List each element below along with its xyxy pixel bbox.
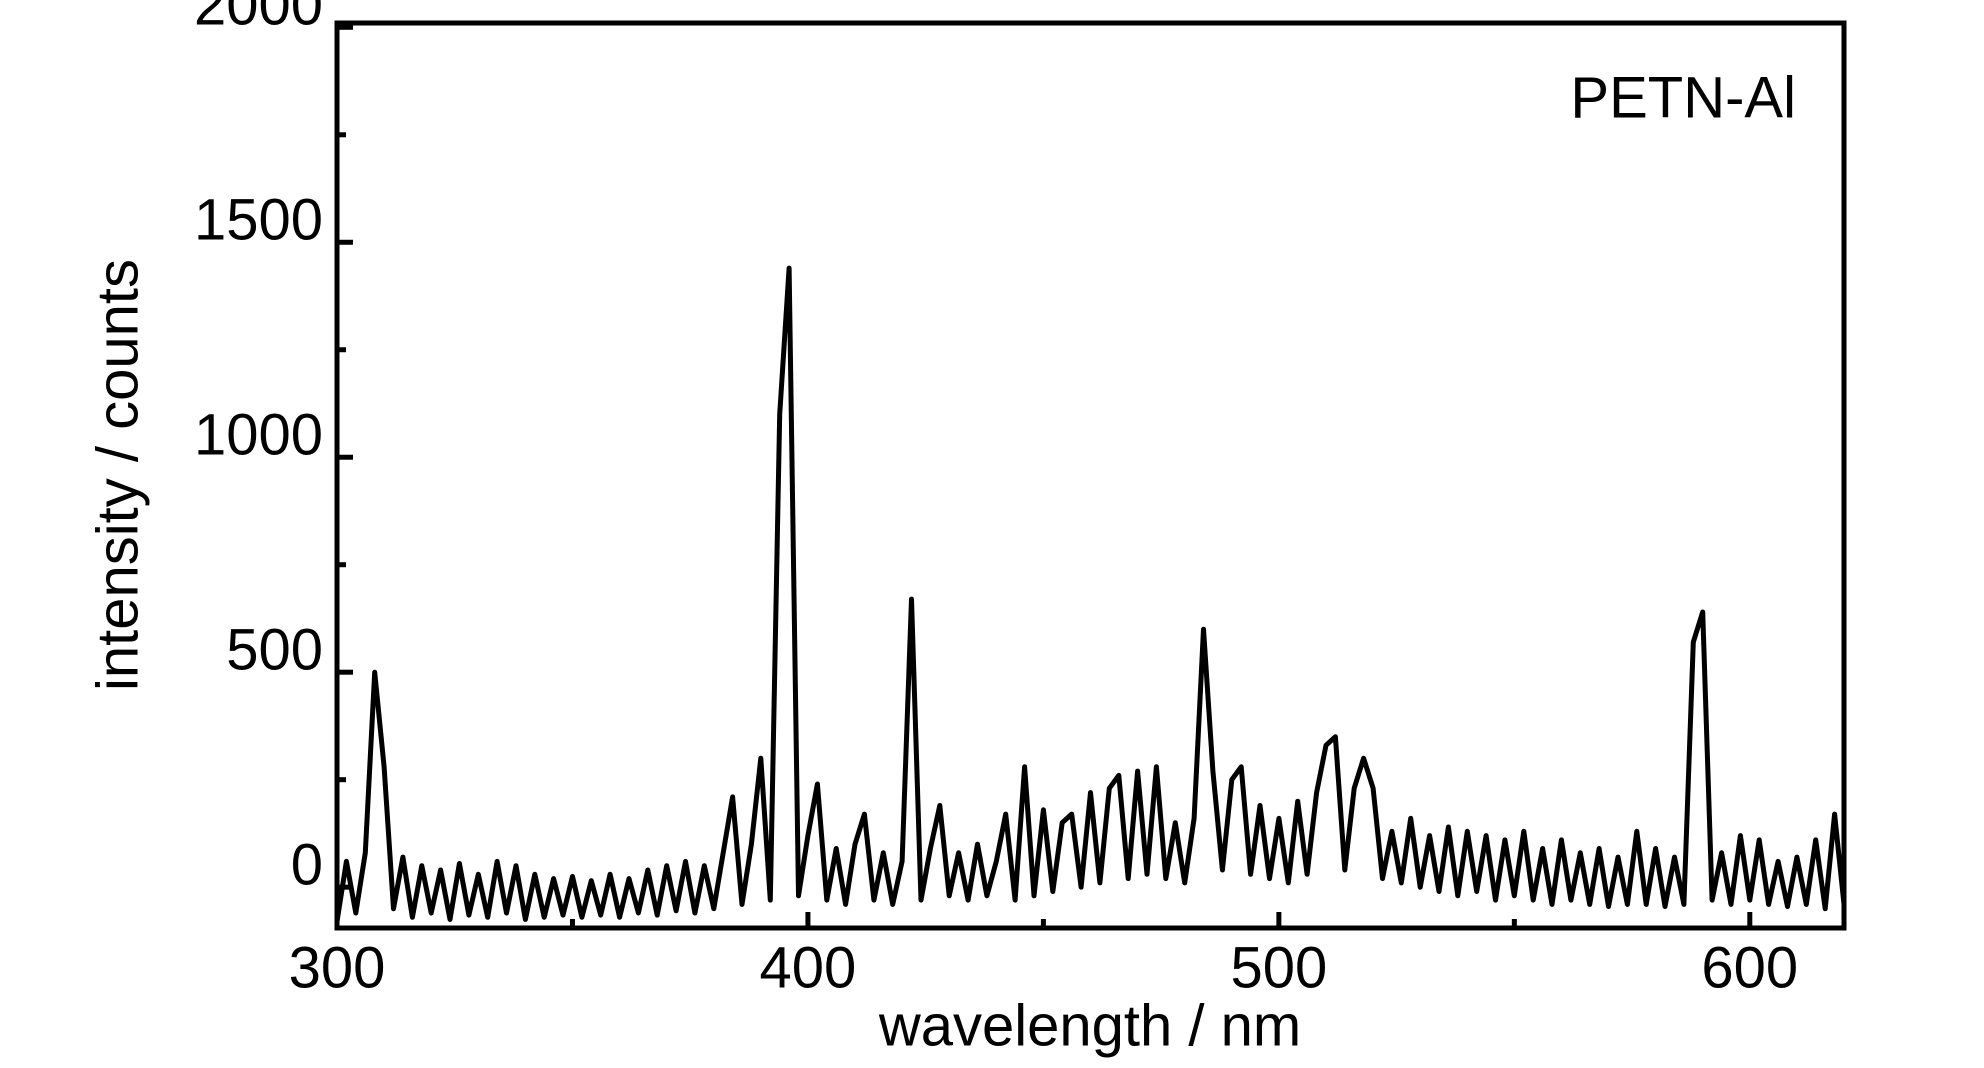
x-axis-label: wavelength / nm: [878, 993, 1301, 1058]
y-tick-label: 2000: [194, 0, 323, 38]
y-tick-label: 1500: [194, 188, 323, 253]
y-tick-label: 0: [291, 832, 323, 897]
y-tick-label: 500: [226, 618, 323, 683]
x-tick-label: 500: [1230, 935, 1327, 1000]
y-axis-label: intensity / counts: [85, 259, 150, 691]
plot-frame: [334, 20, 1847, 931]
x-tick-label: 300: [289, 935, 386, 1000]
x-tick-label: 400: [760, 935, 857, 1000]
y-tick-label: 1000: [194, 403, 323, 468]
annotation: PETN-Al: [1570, 65, 1796, 130]
spectrum-line: [337, 265, 1844, 922]
x-tick-label: 600: [1701, 935, 1798, 1000]
